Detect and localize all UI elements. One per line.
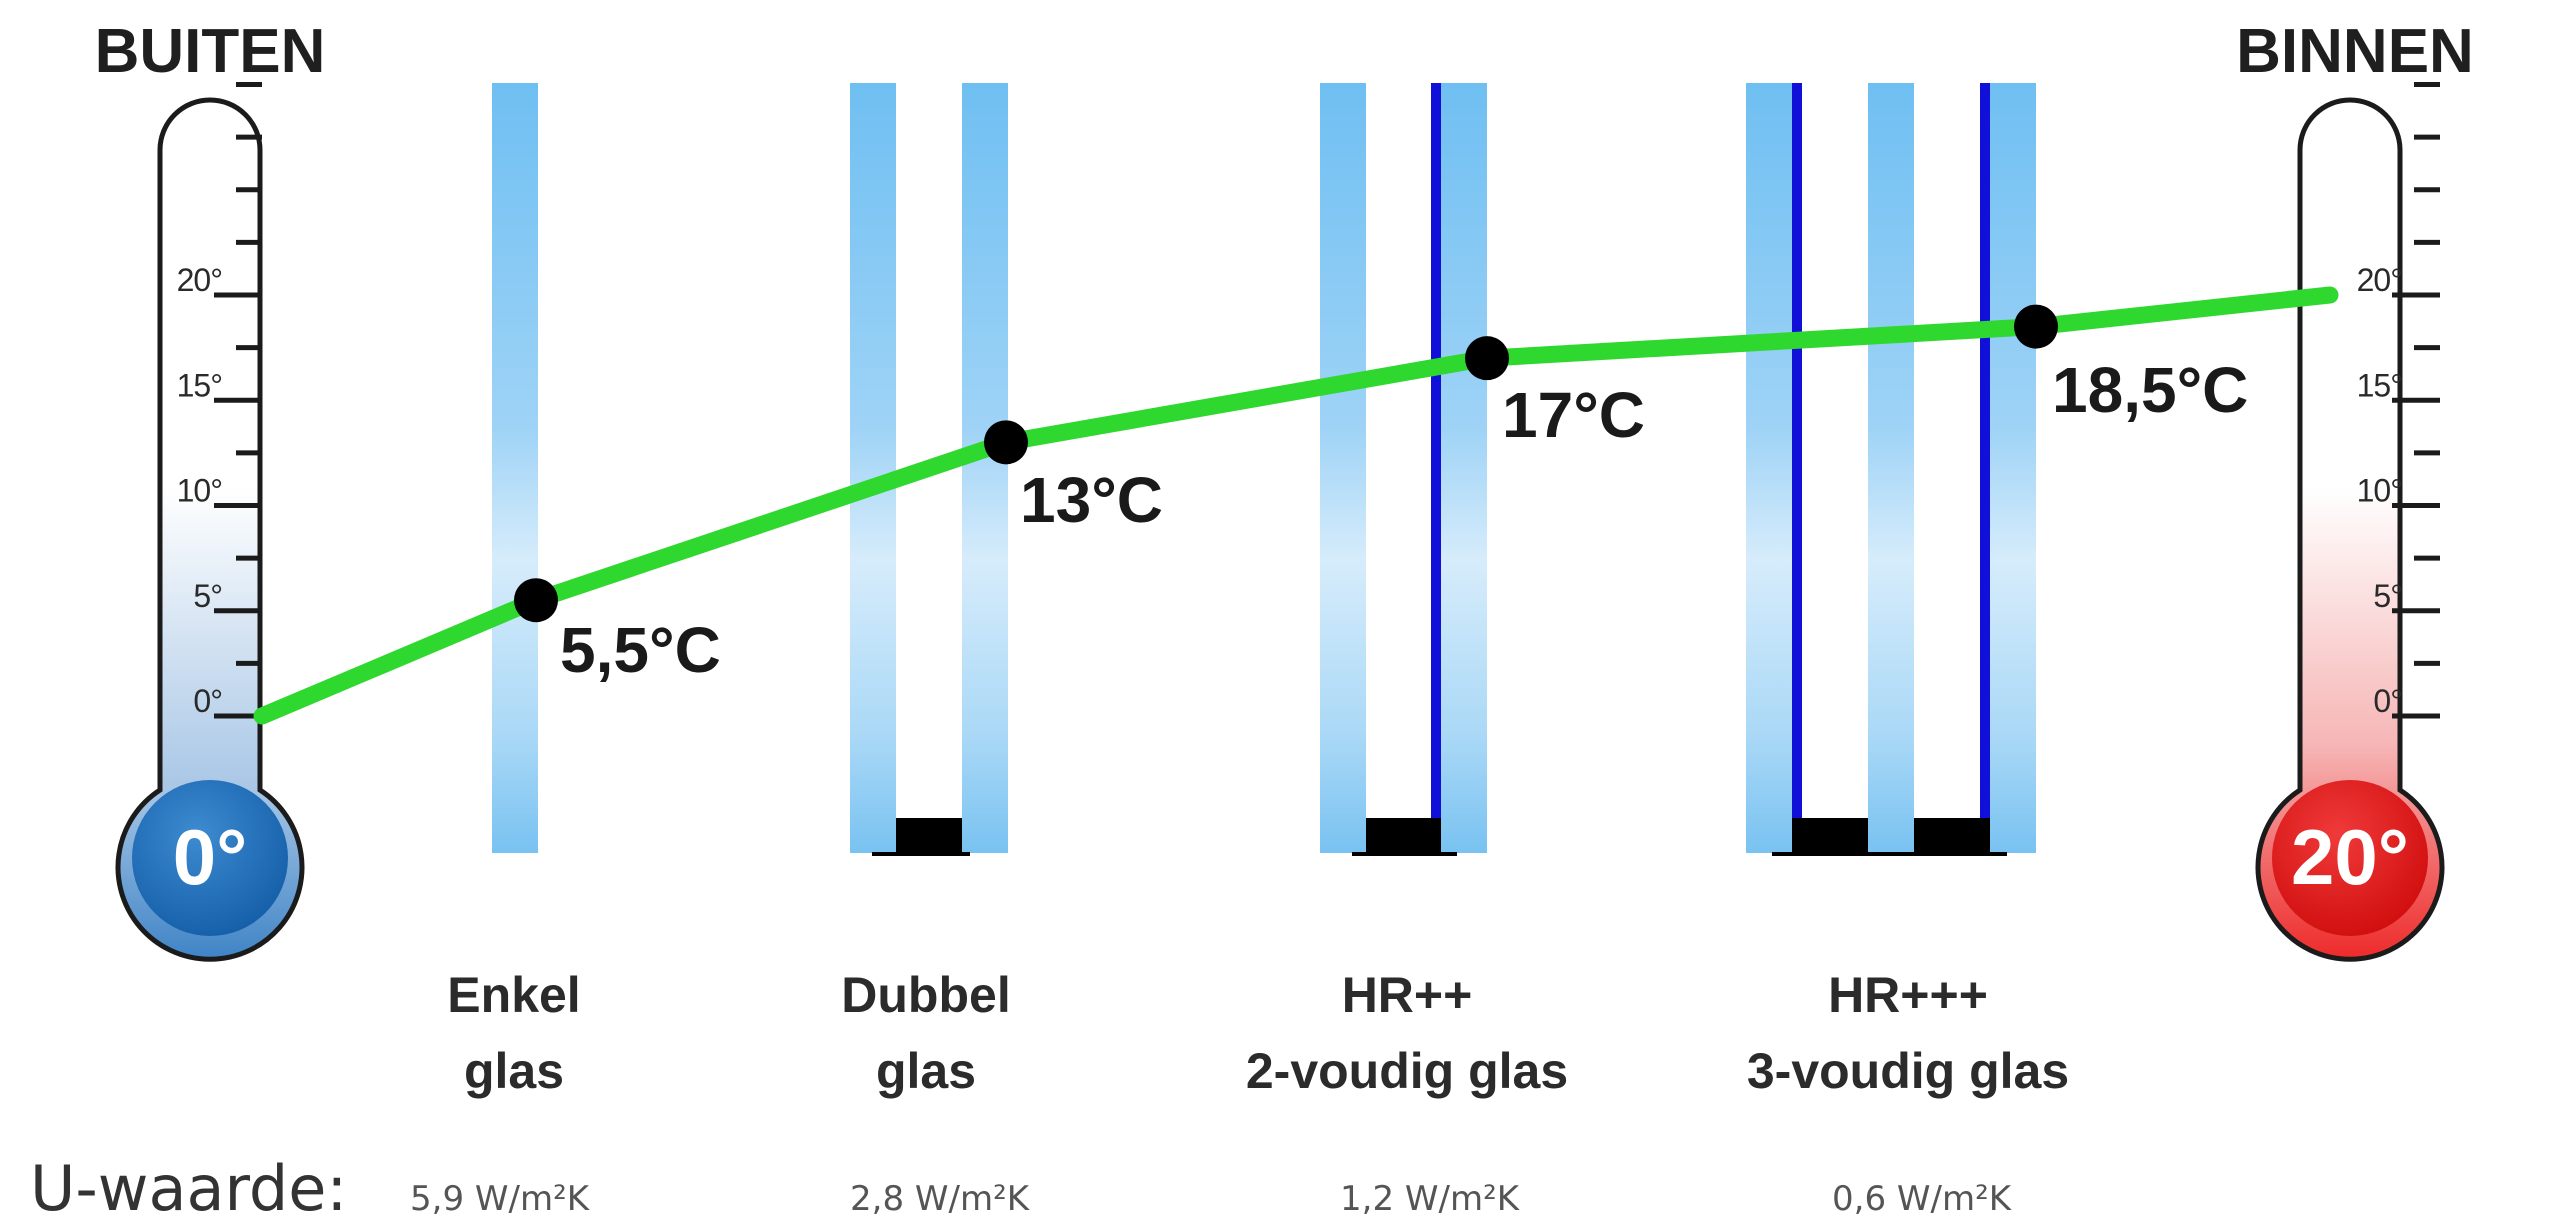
u-value-enkel: 5,9 W/m²K bbox=[410, 1179, 591, 1218]
inside-scale-tick-label: 0° bbox=[2373, 683, 2402, 719]
spacer-bar bbox=[896, 818, 962, 853]
temp-label-enkel: 5,5°C bbox=[560, 614, 721, 686]
glazing-enkel bbox=[492, 83, 538, 853]
glass-pane bbox=[1868, 83, 1914, 853]
glass-pane bbox=[492, 83, 538, 853]
u-value-hr3: 0,6 W/m²K bbox=[1832, 1179, 2013, 1218]
glass-pane bbox=[1320, 83, 1366, 853]
coating-layer bbox=[1792, 83, 1802, 853]
coating-layer bbox=[1431, 83, 1441, 853]
outside-temperature-label: 0° bbox=[173, 813, 248, 901]
temperature-curve bbox=[253, 286, 2339, 725]
point-hr2 bbox=[1465, 336, 1509, 381]
glass-pane bbox=[1441, 83, 1487, 853]
spacer-bar bbox=[1792, 818, 1868, 853]
glazing-hr3 bbox=[1746, 83, 2036, 856]
glazing-dubbel bbox=[850, 83, 1008, 856]
point-enkel bbox=[514, 578, 558, 623]
outside-scale-tick-label: 5° bbox=[193, 578, 222, 614]
coating-layer bbox=[1980, 83, 1990, 853]
inside-title: BINNEN bbox=[2236, 17, 2474, 86]
u-value-title: U-waarde: bbox=[30, 1152, 347, 1218]
inside-scale: 0° 5° 10° 15° 20° bbox=[2357, 82, 2440, 719]
spacer-bar bbox=[1366, 818, 1441, 853]
outside-title: BUITEN bbox=[95, 17, 326, 86]
glazing-name-hr3-1: HR+++ bbox=[1828, 967, 1988, 1023]
u-value-dubbel: 2,8 W/m²K bbox=[850, 1179, 1031, 1218]
point-hr3 bbox=[2014, 304, 2058, 349]
inside-thermometer-bulb bbox=[2272, 780, 2428, 936]
outside-scale-tick-label: 15° bbox=[177, 367, 222, 403]
point-dubbel bbox=[984, 420, 1028, 465]
outside-thermometer-bulb bbox=[132, 780, 288, 936]
outside-scale-tick-label: 20° bbox=[177, 262, 222, 298]
glass-pane bbox=[1746, 83, 1792, 853]
base-line bbox=[872, 852, 970, 856]
glazing-name-hr3-2: 3-voudig glas bbox=[1747, 1043, 2069, 1099]
inside-scale-tick-label: 15° bbox=[2357, 367, 2402, 403]
glazing-name-dubbel-1: Dubbel bbox=[841, 967, 1010, 1023]
outside-thermometer-tube bbox=[115, 97, 305, 962]
base-line bbox=[1772, 852, 2007, 856]
spacer-bar bbox=[1914, 818, 1990, 853]
glazing-hr2 bbox=[1320, 83, 1487, 856]
temp-label-hr2: 17°C bbox=[1502, 379, 1645, 451]
glazing-name-hr2-1: HR++ bbox=[1342, 967, 1473, 1023]
inside-thermometer: 20° 0° 5° 10° 15° 20° bbox=[2255, 82, 2445, 962]
glazing-name-enkel-1: Enkel bbox=[447, 967, 580, 1023]
temp-label-dubbel: 13°C bbox=[1020, 464, 1163, 536]
inside-scale-tick-label: 20° bbox=[2357, 262, 2402, 298]
outside-scale-tick-label: 10° bbox=[177, 473, 222, 509]
inside-thermometer-tube bbox=[2255, 97, 2445, 962]
glazing-name-dubbel-2: glas bbox=[876, 1043, 976, 1099]
outside-thermometer: 0° 0° 5° 10° 15° 20° bbox=[115, 82, 305, 962]
glass-pane bbox=[962, 83, 1008, 853]
inside-scale-tick-label: 5° bbox=[2373, 578, 2402, 614]
u-value-hr2: 1,2 W/m²K bbox=[1340, 1179, 1521, 1218]
outside-scale-tick-label: 0° bbox=[193, 683, 222, 719]
glazing-name-enkel-2: glas bbox=[464, 1043, 564, 1099]
base-line bbox=[1352, 852, 1457, 856]
inside-temperature-label: 20° bbox=[2291, 813, 2409, 901]
inside-scale-tick-label: 10° bbox=[2357, 473, 2402, 509]
glass-pane bbox=[850, 83, 896, 853]
temp-label-hr3: 18,5°C bbox=[2052, 354, 2248, 426]
glazing-name-hr2-2: 2-voudig glas bbox=[1246, 1043, 1568, 1099]
glass-pane bbox=[1990, 83, 2036, 853]
